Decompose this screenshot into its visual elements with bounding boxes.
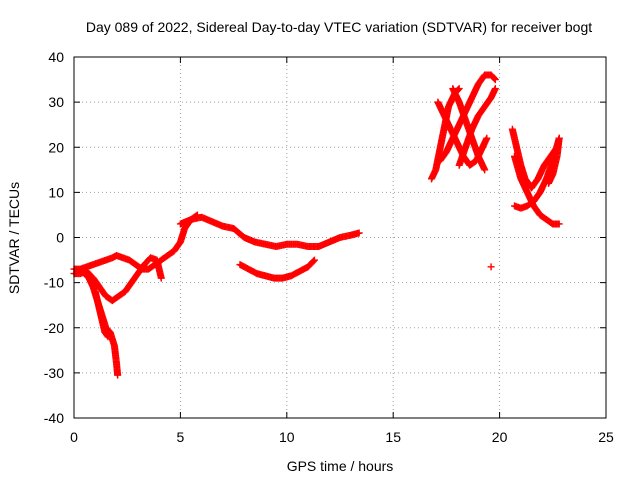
grid [74,57,606,418]
data-point [481,166,489,174]
data-point [491,85,499,93]
series-arc-5 [176,213,363,251]
plot-frame [73,56,607,419]
tick-labels: 0 5 10 15 20 25 -40 -30 -20 -10 0 10 20 30 40 [44,49,614,445]
series-arc-4 [91,288,112,341]
data-point [103,332,111,340]
series-arc-2 [70,254,165,305]
series-arc-outlier [487,263,495,271]
data-point [487,263,495,271]
y-tick-label: 10 [48,184,64,200]
x-tick-label: 25 [598,429,614,445]
y-tick-label: 20 [48,139,64,155]
data-points [70,71,563,379]
y-axis-label: SDTVAR / TECUs [6,182,22,294]
data-point [310,257,318,265]
data-point [455,85,463,93]
x-tick-label: 0 [70,429,78,445]
x-tick-label: 10 [279,429,295,445]
y-tick-label: -40 [44,410,64,426]
data-point [490,75,498,83]
data-point [114,371,122,379]
series-arc-15 [545,134,563,187]
data-point [104,333,112,341]
data-point [555,220,563,228]
x-tick-label: 20 [492,429,508,445]
data-point [310,256,318,264]
data-point [491,76,499,84]
x-axis-label: GPS time / hours [287,458,394,474]
data-point [483,134,491,142]
series-arc-13 [510,152,563,228]
x-tick-label: 5 [177,429,185,445]
y-tick-label: -20 [44,320,64,336]
y-tick-label: 0 [56,230,64,246]
y-tick-label: -10 [44,275,64,291]
x-tick-label: 15 [385,429,401,445]
series-arc-6 [236,256,318,282]
data-point [157,274,165,282]
y-tick-label: 30 [48,94,64,110]
data-point [555,134,563,142]
series-arc-11 [455,85,499,169]
chart-title: Day 089 of 2022, Sidereal Day-to-day VTE… [86,19,592,35]
y-tick-label: 40 [48,49,64,65]
y-tick-label: -30 [44,365,64,381]
data-point [355,229,363,237]
